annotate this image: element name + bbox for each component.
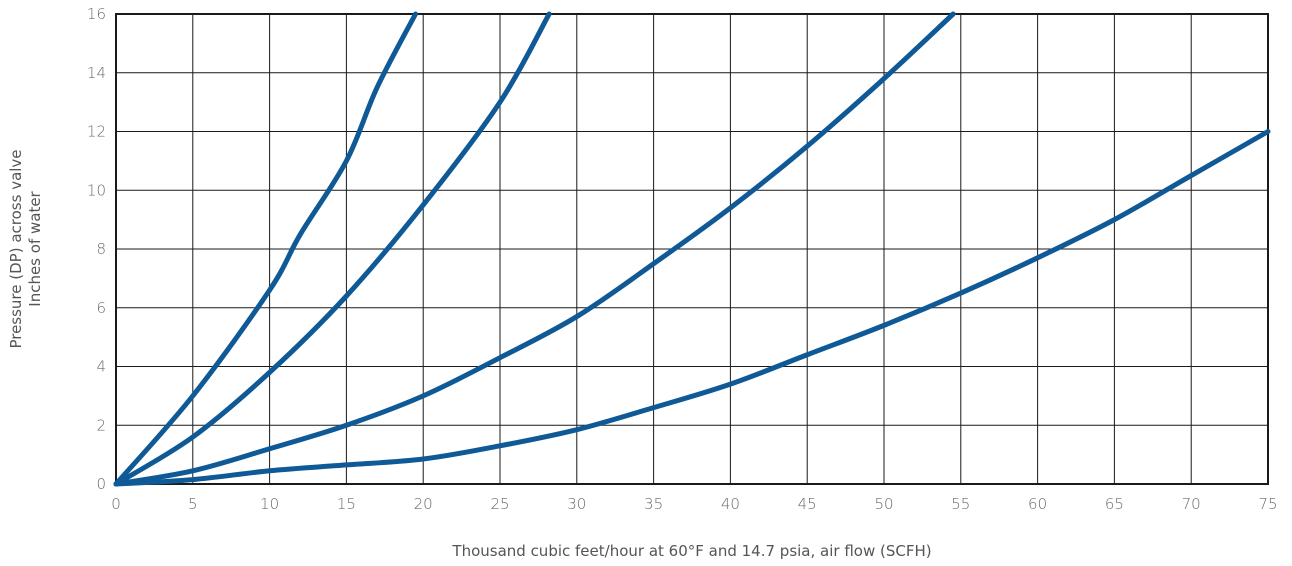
y-tick-label: 4 [96,358,106,376]
x-tick-label: 20 [414,495,433,513]
x-tick-label: 55 [951,495,970,513]
x-tick-label: 0 [111,495,121,513]
y-tick-labels: 0 2 4 6 8 10 12 14 16 [87,5,106,493]
x-axis-title: Thousand cubic feet/hour at 60°F and 14.… [451,542,931,560]
grid [115,13,1269,485]
x-tick-label: 70 [1182,495,1201,513]
y-tick-label: 14 [87,64,106,82]
x-tick-label: 30 [567,495,586,513]
y-tick-label: 12 [87,123,106,141]
series-line-4 [113,129,1271,487]
y-tick-label: 6 [96,299,106,317]
series-group [113,11,1271,487]
series-line-1 [113,11,419,487]
x-tick-label: 25 [490,495,509,513]
y-tick-label: 0 [96,475,106,493]
y-axis-title-line-1: Pressure (DP) across valve [7,149,25,348]
series-line-3 [113,11,956,487]
x-tick-label: 60 [1028,495,1047,513]
y-tick-label: 2 [96,416,106,434]
x-tick-label: 35 [644,495,663,513]
x-tick-label: 45 [798,495,817,513]
x-tick-labels: 0 5 10 15 20 25 30 35 40 45 50 55 60 65 70 75 [111,495,1277,513]
y-tick-label: 10 [87,181,106,199]
x-tick-label: 50 [874,495,893,513]
x-tick-label: 10 [260,495,279,513]
series-line-2 [113,11,552,487]
y-tick-label: 16 [87,5,106,23]
y-axis-title-line-2: Inches of water [26,190,44,306]
x-tick-label: 65 [1105,495,1124,513]
x-tick-label: 5 [188,495,198,513]
x-tick-label: 15 [337,495,356,513]
y-tick-label: 8 [96,240,106,258]
x-tick-label: 40 [721,495,740,513]
plot-frame [115,13,1269,485]
x-tick-label: 75 [1258,495,1277,513]
